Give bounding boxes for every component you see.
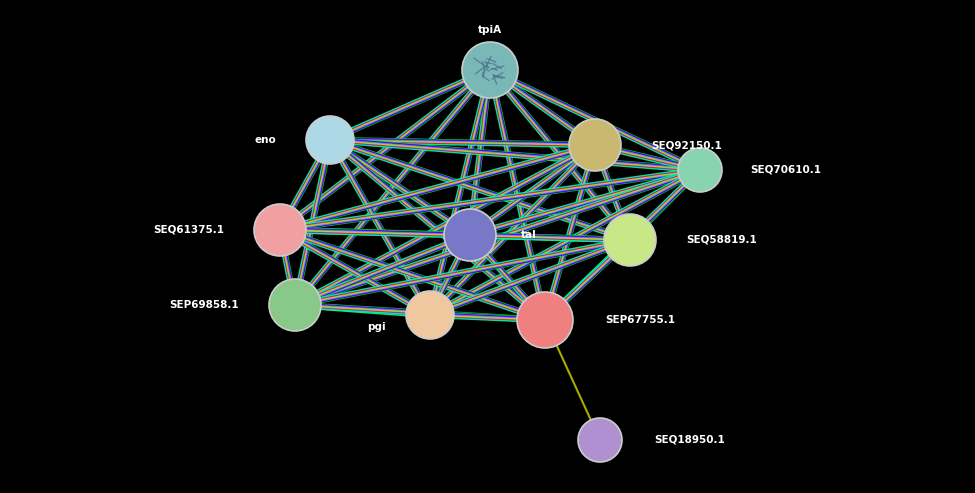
Text: SEP69858.1: SEP69858.1 (170, 300, 239, 310)
Circle shape (269, 279, 321, 331)
Circle shape (678, 148, 722, 192)
Text: SEQ18950.1: SEQ18950.1 (654, 435, 724, 445)
Text: pgi: pgi (368, 322, 386, 332)
Text: tal: tal (521, 230, 537, 240)
Text: SEP67755.1: SEP67755.1 (605, 315, 675, 325)
Text: SEQ92150.1: SEQ92150.1 (651, 140, 722, 150)
Text: SEQ61375.1: SEQ61375.1 (153, 225, 224, 235)
Circle shape (462, 42, 518, 98)
Circle shape (444, 209, 496, 261)
Circle shape (254, 204, 306, 256)
Circle shape (569, 119, 621, 171)
Circle shape (604, 214, 656, 266)
Circle shape (306, 116, 354, 164)
Circle shape (578, 418, 622, 462)
Text: tpiA: tpiA (478, 25, 502, 35)
Text: eno: eno (254, 135, 276, 145)
Circle shape (517, 292, 573, 348)
Text: SEQ58819.1: SEQ58819.1 (686, 235, 757, 245)
Circle shape (406, 291, 454, 339)
Text: SEQ70610.1: SEQ70610.1 (750, 165, 821, 175)
